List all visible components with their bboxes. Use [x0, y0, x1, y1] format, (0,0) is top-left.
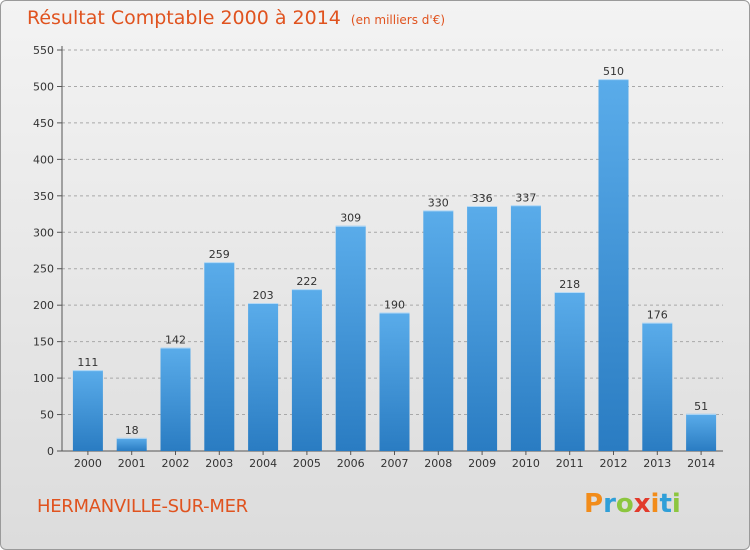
y-tick-label: 300 — [33, 226, 54, 239]
bar-2009 — [467, 206, 498, 451]
x-tick-label-2013: 2013 — [643, 457, 671, 470]
x-tick-label-2002: 2002 — [162, 457, 190, 470]
data-label-2005: 222 — [296, 275, 317, 288]
logo-letter: P — [584, 489, 604, 519]
bar-2004 — [248, 302, 279, 451]
logo-letter: i — [650, 489, 660, 519]
data-label-2000: 111 — [77, 356, 98, 369]
y-tick-label: 100 — [33, 372, 54, 385]
y-tick-label: 400 — [33, 153, 54, 166]
x-tick-label-2009: 2009 — [468, 457, 496, 470]
data-label-2014: 51 — [694, 400, 708, 413]
logo-letter: x — [633, 489, 651, 519]
y-tick-label: 450 — [33, 117, 54, 130]
y-tick-label: 150 — [33, 336, 54, 349]
bar-2007 — [379, 312, 410, 451]
logo-letter: t — [659, 489, 672, 519]
x-tick-label-2004: 2004 — [249, 457, 277, 470]
chart-title-main: Résultat Comptable 2000 à 2014 — [27, 7, 341, 29]
chart-subtitle: (en milliers d'€) — [350, 13, 446, 27]
y-tick-label: 250 — [33, 263, 54, 276]
bar-2012 — [598, 79, 629, 451]
bar-2001 — [116, 437, 147, 451]
x-tick-label-2010: 2010 — [512, 457, 540, 470]
x-tick-label-2008: 2008 — [424, 457, 452, 470]
data-label-2001: 18 — [125, 424, 139, 437]
data-label-2012: 510 — [603, 65, 624, 78]
data-label-2011: 218 — [559, 278, 580, 291]
bar-2003 — [204, 262, 235, 451]
logo-letter: i — [671, 489, 681, 519]
bar-2011 — [554, 292, 585, 451]
data-label-2009: 336 — [472, 192, 493, 205]
logo-letter: r — [603, 489, 616, 519]
data-label-2006: 309 — [340, 212, 361, 225]
bar-2002 — [160, 347, 191, 451]
y-tick-label: 0 — [47, 445, 54, 458]
bar-2005 — [291, 289, 322, 451]
x-tick-label-2005: 2005 — [293, 457, 321, 470]
bar-2013 — [642, 322, 673, 451]
data-label-2010: 337 — [515, 191, 536, 204]
bar-2010 — [510, 205, 541, 451]
x-tick-label-2006: 2006 — [337, 457, 365, 470]
data-label-2003: 259 — [209, 248, 230, 261]
y-tick-label: 550 — [33, 44, 54, 57]
data-label-2002: 142 — [165, 333, 186, 346]
data-label-2004: 203 — [253, 289, 274, 302]
x-tick-label-2001: 2001 — [118, 457, 146, 470]
bars — [72, 79, 717, 451]
bar-2000 — [72, 370, 103, 451]
x-tick-label-2011: 2011 — [556, 457, 584, 470]
x-tick-label-2000: 2000 — [74, 457, 102, 470]
x-tick-label-2014: 2014 — [687, 457, 715, 470]
bar-2008 — [423, 210, 454, 451]
commune-name: HERMANVILLE-SUR-MER — [37, 496, 248, 517]
bar-2014 — [686, 413, 717, 451]
y-tick-label: 350 — [33, 190, 54, 203]
proxiti-logo: Proxiti — [584, 489, 681, 519]
x-tick-label-2012: 2012 — [600, 457, 628, 470]
x-tick-label-2003: 2003 — [205, 457, 233, 470]
bar-2006 — [335, 225, 366, 451]
data-label-2013: 176 — [647, 309, 668, 322]
y-tick-label: 200 — [33, 299, 54, 312]
labels: 0 50 100 150 200 250 300 350 400 450 500 550 111 2000… — [33, 44, 715, 470]
data-label-2007: 190 — [384, 298, 405, 311]
logo-letter: o — [615, 489, 634, 519]
y-tick-label: 500 — [33, 80, 54, 93]
y-tick-label: 50 — [40, 409, 54, 422]
chart-title: Résultat Comptable 2000 à 2014 (en millie… — [27, 7, 445, 33]
data-label-2008: 330 — [428, 196, 449, 209]
x-tick-label-2007: 2007 — [381, 457, 409, 470]
